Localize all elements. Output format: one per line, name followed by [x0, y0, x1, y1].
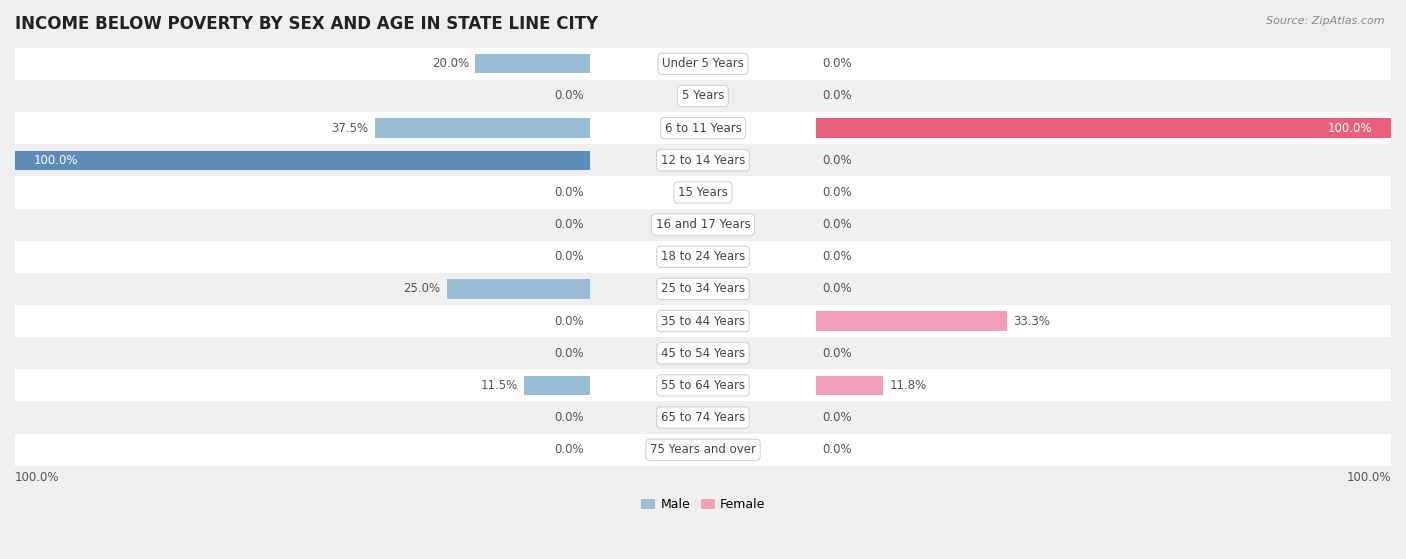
- Text: 0.0%: 0.0%: [554, 250, 583, 263]
- Text: 0.0%: 0.0%: [823, 186, 852, 199]
- Text: 0.0%: 0.0%: [823, 218, 852, 231]
- Text: 75 Years and over: 75 Years and over: [650, 443, 756, 456]
- Text: 0.0%: 0.0%: [823, 347, 852, 360]
- Text: 35 to 44 Years: 35 to 44 Years: [661, 315, 745, 328]
- Text: 0.0%: 0.0%: [823, 57, 852, 70]
- Text: 25.0%: 25.0%: [404, 282, 440, 295]
- Bar: [815, 311, 1007, 331]
- Text: 16 and 17 Years: 16 and 17 Years: [655, 218, 751, 231]
- Bar: [475, 54, 591, 73]
- Text: 45 to 54 Years: 45 to 54 Years: [661, 347, 745, 360]
- Text: 11.5%: 11.5%: [481, 379, 517, 392]
- Text: 15 Years: 15 Years: [678, 186, 728, 199]
- Bar: [15, 434, 1391, 466]
- Text: 33.3%: 33.3%: [1014, 315, 1050, 328]
- Bar: [15, 305, 1391, 337]
- Text: 0.0%: 0.0%: [554, 443, 583, 456]
- Text: 0.0%: 0.0%: [554, 89, 583, 102]
- Bar: [15, 150, 591, 170]
- Bar: [374, 119, 591, 138]
- Text: 0.0%: 0.0%: [823, 443, 852, 456]
- Text: 100.0%: 100.0%: [1327, 122, 1372, 135]
- Legend: Male, Female: Male, Female: [636, 492, 770, 516]
- Bar: [447, 280, 591, 299]
- Bar: [524, 376, 591, 395]
- Text: 0.0%: 0.0%: [554, 411, 583, 424]
- Bar: [815, 119, 1391, 138]
- Text: 55 to 64 Years: 55 to 64 Years: [661, 379, 745, 392]
- Bar: [15, 241, 1391, 273]
- Text: 0.0%: 0.0%: [823, 250, 852, 263]
- Text: 100.0%: 100.0%: [34, 154, 79, 167]
- Text: 5 Years: 5 Years: [682, 89, 724, 102]
- Text: 12 to 14 Years: 12 to 14 Years: [661, 154, 745, 167]
- Text: 0.0%: 0.0%: [554, 218, 583, 231]
- Bar: [815, 376, 883, 395]
- Text: 20.0%: 20.0%: [432, 57, 470, 70]
- Text: 18 to 24 Years: 18 to 24 Years: [661, 250, 745, 263]
- Bar: [15, 112, 1391, 144]
- Bar: [15, 209, 1391, 241]
- Text: INCOME BELOW POVERTY BY SEX AND AGE IN STATE LINE CITY: INCOME BELOW POVERTY BY SEX AND AGE IN S…: [15, 15, 598, 33]
- Text: 11.8%: 11.8%: [890, 379, 927, 392]
- Text: 6 to 11 Years: 6 to 11 Years: [665, 122, 741, 135]
- Bar: [15, 401, 1391, 434]
- Text: 0.0%: 0.0%: [823, 282, 852, 295]
- Text: 100.0%: 100.0%: [1347, 471, 1391, 484]
- Text: 37.5%: 37.5%: [332, 122, 368, 135]
- Text: 0.0%: 0.0%: [823, 89, 852, 102]
- Bar: [15, 273, 1391, 305]
- Text: 25 to 34 Years: 25 to 34 Years: [661, 282, 745, 295]
- Text: 0.0%: 0.0%: [554, 347, 583, 360]
- Bar: [15, 80, 1391, 112]
- Text: 0.0%: 0.0%: [554, 315, 583, 328]
- Text: 0.0%: 0.0%: [554, 186, 583, 199]
- Bar: [15, 176, 1391, 209]
- Text: 65 to 74 Years: 65 to 74 Years: [661, 411, 745, 424]
- Text: Under 5 Years: Under 5 Years: [662, 57, 744, 70]
- Bar: [15, 337, 1391, 369]
- Text: 0.0%: 0.0%: [823, 154, 852, 167]
- Text: 100.0%: 100.0%: [15, 471, 59, 484]
- Text: Source: ZipAtlas.com: Source: ZipAtlas.com: [1267, 16, 1385, 26]
- Text: 0.0%: 0.0%: [823, 411, 852, 424]
- Bar: [15, 48, 1391, 80]
- Bar: [15, 369, 1391, 401]
- Bar: [15, 144, 1391, 176]
